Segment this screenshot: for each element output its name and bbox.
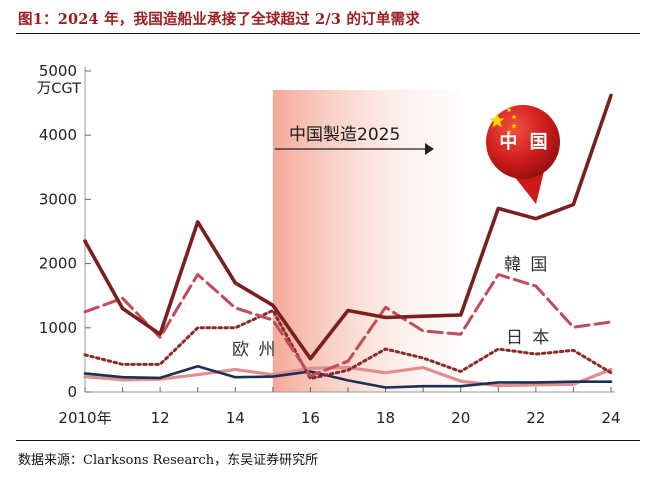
y-tick-label: 3000 xyxy=(39,190,77,208)
series-line-3 xyxy=(83,364,613,389)
x-tick-label: 20 xyxy=(451,409,470,427)
series-line-1 xyxy=(83,273,613,378)
series-line-4 xyxy=(83,366,613,388)
x-tick-label: 14 xyxy=(226,409,245,427)
china-badge-label: 中 国 xyxy=(499,131,550,153)
title-rule xyxy=(16,33,640,34)
figure-source: 数据来源：Clarksons Research，东吴证券研究所 xyxy=(18,453,319,468)
source-rule xyxy=(16,440,640,441)
flag-small-star-icon xyxy=(511,123,517,129)
highlight-band xyxy=(272,90,461,392)
highlight-arrow-head xyxy=(425,143,434,155)
x-tick-label: 12 xyxy=(151,409,170,427)
series-label-2: 日 本 xyxy=(506,328,551,348)
y-tick-label: 0 xyxy=(67,383,77,401)
y-tick-label: 1000 xyxy=(39,319,77,337)
figure-title: 图1：2024 年，我国造船业承接了全球超过 2/3 的订单需求 xyxy=(18,11,420,28)
x-tick-label: 18 xyxy=(376,409,395,427)
series-label-1: 韓 国 xyxy=(504,255,549,275)
flag-star-icon xyxy=(489,113,505,128)
y-unit-label: 万CGT xyxy=(37,81,81,97)
flag-small-star-icon xyxy=(506,107,512,113)
series-line-0 xyxy=(83,93,613,361)
x-tick-label: 24 xyxy=(601,409,620,427)
x-tick-label: 16 xyxy=(301,409,320,427)
series-line-2 xyxy=(83,309,613,380)
china-badge xyxy=(486,105,560,179)
flag-small-star-icon xyxy=(506,129,512,135)
highlight-label: 中国製造2025 xyxy=(289,125,400,145)
y-tick-label: 2000 xyxy=(39,255,77,273)
badge-pointer xyxy=(510,171,544,204)
y-tick-label: 5000 xyxy=(39,62,77,80)
y-tick-label: 4000 xyxy=(39,126,77,144)
x-tick-label: 2010年 xyxy=(58,409,111,427)
series-label-3: 欧 州 xyxy=(232,340,277,360)
flag-small-star-icon xyxy=(511,114,517,120)
x-tick-label: 22 xyxy=(526,409,545,427)
